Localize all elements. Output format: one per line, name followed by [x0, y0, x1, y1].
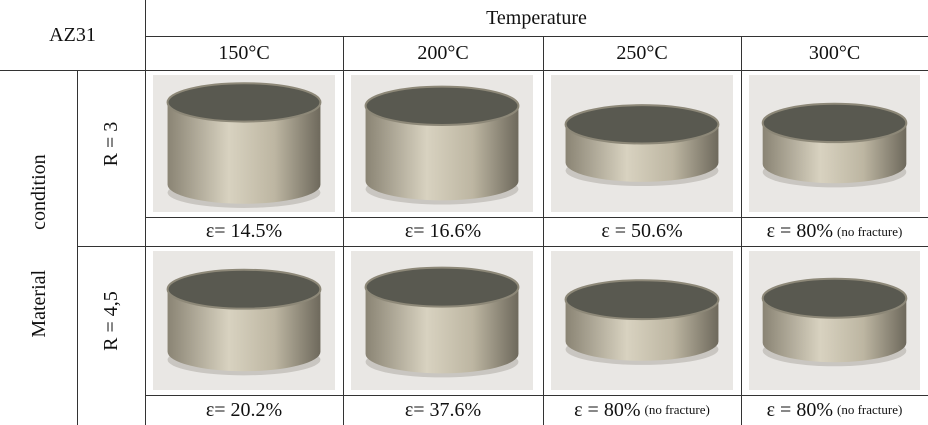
- strain-cell: ε= 14.5%: [145, 217, 343, 246]
- column-header: 200°C: [343, 36, 543, 70]
- column-header: 150°C: [145, 36, 343, 70]
- strain: ε = 80%: [574, 399, 640, 422]
- rule: [543, 36, 544, 425]
- strain: ε = 80%: [767, 220, 833, 243]
- row-group-word: condition: [28, 154, 51, 230]
- row-group-label: Material condition: [21, 86, 57, 406]
- strain: ε= 14.5%: [206, 220, 282, 243]
- strain: ε = 80%: [767, 399, 833, 422]
- rule: [77, 246, 928, 247]
- specimen-photo: [551, 75, 733, 212]
- strain: ε= 16.6%: [405, 220, 481, 243]
- row-group-word: Material: [28, 270, 51, 338]
- rule: [77, 70, 78, 425]
- specimen-photo: [749, 251, 920, 390]
- strain-cell: ε= 20.2%: [145, 395, 343, 425]
- specimen-photo: [351, 251, 533, 390]
- specimen-photo: [551, 251, 733, 390]
- strain-cell: ε = 80%(no fracture): [741, 217, 928, 246]
- strain-note: (no fracture): [645, 402, 710, 418]
- column-header: 250°C: [543, 36, 741, 70]
- rule: [0, 70, 928, 71]
- column-header: 300°C: [741, 36, 928, 70]
- strain-cell: ε= 16.6%: [343, 217, 543, 246]
- page: AZ31Temperature150°C200°C250°C300°C Mater…: [0, 0, 928, 425]
- rule: [343, 36, 344, 425]
- strain: ε= 37.6%: [405, 399, 481, 422]
- specimen-photo: [153, 251, 335, 390]
- strain-note: (no fracture): [837, 402, 902, 418]
- row-label: R = 3: [93, 74, 129, 214]
- strain-note: (no fracture): [837, 224, 902, 240]
- rule: [145, 217, 928, 218]
- strain: ε= 20.2%: [206, 399, 282, 422]
- rule: [145, 36, 928, 37]
- rule: [741, 36, 742, 425]
- strain-cell: ε = 50.6%: [543, 217, 741, 246]
- specimen-photo: [749, 75, 920, 212]
- strain-cell: ε = 80% (no fracture): [543, 395, 741, 425]
- group-label: Temperature: [145, 0, 928, 36]
- rule: [145, 395, 928, 396]
- strain: ε = 50.6%: [601, 220, 682, 243]
- corner-label: AZ31: [0, 0, 145, 70]
- rule: [145, 0, 146, 425]
- specimen-photo: [351, 75, 533, 212]
- row-label: R = 4,5: [93, 251, 129, 391]
- specimen-photo: [153, 75, 335, 212]
- strain-cell: ε = 80%(no fracture): [741, 395, 928, 425]
- strain-cell: ε= 37.6%: [343, 395, 543, 425]
